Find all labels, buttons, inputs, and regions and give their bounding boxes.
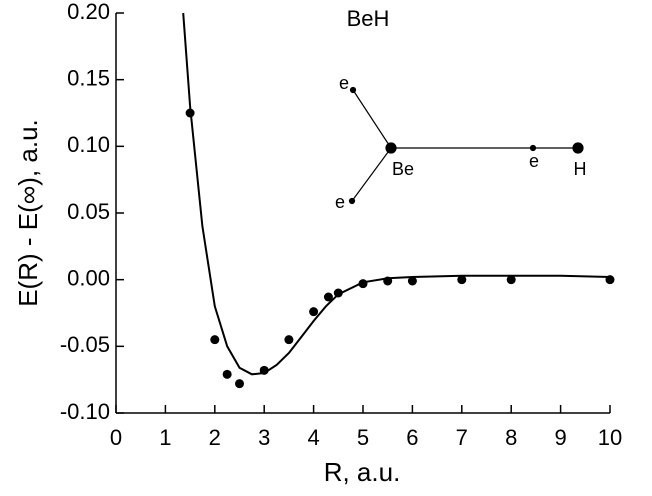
- x-axis-label: R, a.u.: [324, 457, 401, 487]
- electron: [529, 144, 537, 152]
- data-point: [407, 276, 417, 286]
- inset-label: e: [339, 73, 349, 93]
- y-tick-label: 0.00: [67, 265, 110, 290]
- chart-title: BeH: [347, 6, 390, 31]
- x-tick-label: 6: [406, 425, 418, 450]
- inset-label: H: [574, 159, 587, 179]
- fit-curve: [182, 12, 611, 376]
- data-point: [309, 307, 319, 317]
- y-tick-label: -0.05: [60, 332, 110, 357]
- inset-label: Be: [392, 159, 414, 179]
- y-tick-label: 0.10: [67, 132, 110, 157]
- data-point: [210, 335, 220, 345]
- x-tick-label: 7: [456, 425, 468, 450]
- y-axis-label: E(R) - E(∞), a.u.: [13, 119, 43, 307]
- x-tick-label: 10: [598, 425, 622, 450]
- x-tick-label: 2: [209, 425, 221, 450]
- y-tick-label: -0.10: [60, 399, 110, 424]
- x-tick-label: 4: [307, 425, 319, 450]
- x-tick-label: 0: [110, 425, 122, 450]
- x-tick-label: 9: [554, 425, 566, 450]
- atom: [572, 142, 584, 154]
- data-point: [259, 365, 269, 375]
- data-point: [358, 279, 368, 289]
- data-point: [185, 108, 195, 118]
- x-tick-label: 5: [357, 425, 369, 450]
- x-tick-label: 1: [159, 425, 171, 450]
- inset-label: e: [335, 192, 345, 212]
- inset-diagram: [348, 86, 584, 205]
- atom: [385, 142, 397, 154]
- data-point: [457, 275, 467, 285]
- bond: [351, 147, 392, 202]
- x-tick-label: 8: [505, 425, 517, 450]
- bond: [352, 89, 392, 149]
- data-point: [605, 275, 615, 285]
- data-point: [222, 369, 232, 379]
- y-tick-label: 0.05: [67, 199, 110, 224]
- data-point: [284, 335, 294, 345]
- data-point: [323, 292, 333, 302]
- inset-label: e: [529, 151, 539, 171]
- electron: [348, 197, 356, 205]
- data-point: [333, 288, 343, 298]
- data-point: [235, 379, 244, 389]
- data-point: [506, 275, 516, 285]
- electron: [349, 86, 357, 94]
- y-tick-label: 0.20: [67, 0, 110, 24]
- data-point: [383, 276, 393, 286]
- y-tick-label: 0.15: [67, 65, 110, 90]
- x-tick-label: 3: [258, 425, 270, 450]
